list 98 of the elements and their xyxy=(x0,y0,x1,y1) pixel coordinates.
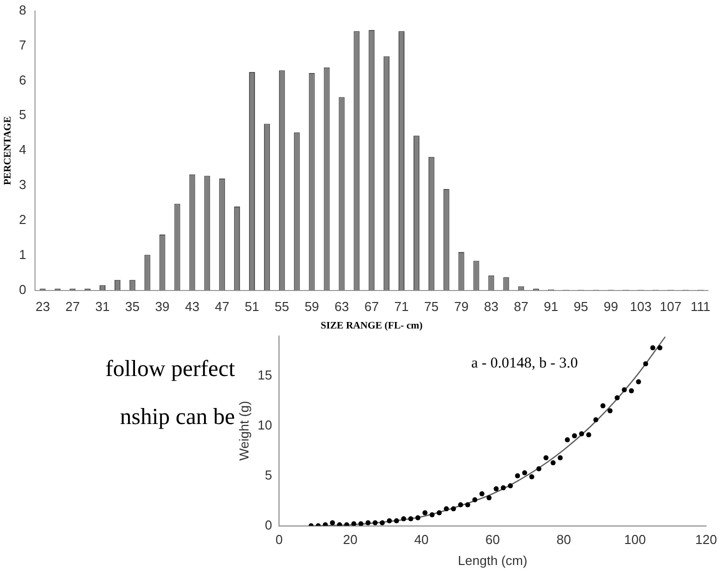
point xyxy=(401,516,406,522)
point xyxy=(351,521,356,526)
y-tick-label: 0 xyxy=(264,517,272,532)
point xyxy=(593,417,598,422)
y-axis-title: PERCENTAGE xyxy=(2,116,14,185)
x-tick-label: 27 xyxy=(65,298,80,314)
x-axis-title: Length (cm) xyxy=(458,552,528,568)
text: nship can be xyxy=(119,403,235,431)
point xyxy=(636,379,642,384)
point xyxy=(465,502,470,508)
x-tick-label: 71 xyxy=(394,298,409,314)
y-tick-label: 5 xyxy=(18,107,26,122)
point xyxy=(386,518,392,524)
point xyxy=(472,497,478,502)
y-tick-label: 5 xyxy=(264,467,272,482)
x-tick-label: 0 xyxy=(275,532,283,548)
y-tick-label: 7 xyxy=(18,37,26,52)
point xyxy=(650,345,656,350)
x-tick-label: 39 xyxy=(155,298,170,314)
x-tick-label: 47 xyxy=(214,298,230,314)
x-tick-label: 120 xyxy=(695,532,718,548)
x-tick-label: 31 xyxy=(95,298,110,314)
x-tick-label: 67 xyxy=(364,298,379,314)
point xyxy=(558,455,563,460)
point xyxy=(579,431,584,436)
point xyxy=(508,483,513,488)
point xyxy=(657,345,662,350)
y-tick-label: 2 xyxy=(18,212,26,228)
point xyxy=(622,387,627,392)
point xyxy=(330,520,335,526)
x-tick-label: 60 xyxy=(485,532,500,548)
point xyxy=(529,474,534,480)
y-tick-label: 3 xyxy=(18,177,26,192)
point xyxy=(550,460,556,466)
point xyxy=(444,506,449,512)
point xyxy=(366,520,371,526)
y-tick-label: 6 xyxy=(18,72,26,88)
text: follow perfect xyxy=(104,355,235,383)
point xyxy=(536,466,542,472)
point xyxy=(358,521,364,526)
y-axis-title: Weight (g) xyxy=(236,400,252,461)
point xyxy=(600,403,606,408)
x-tick-label: 40 xyxy=(414,532,429,548)
y-tick-label: 15 xyxy=(258,367,272,382)
point xyxy=(380,520,385,526)
point xyxy=(422,510,428,516)
x-tick-label: 43 xyxy=(184,298,200,314)
x-tick-label: 99 xyxy=(604,298,618,314)
point xyxy=(643,361,648,366)
x-tick-label: 51 xyxy=(244,298,260,314)
point xyxy=(486,495,492,500)
x-tick-label: 107 xyxy=(660,298,682,314)
y-tick-label: 10 xyxy=(258,417,272,432)
x-tick-label: 23 xyxy=(35,298,50,314)
point xyxy=(322,522,328,526)
y-tick-label: 1 xyxy=(18,247,26,262)
y-tick-label: 8 xyxy=(18,2,26,18)
x-tick-label: 80 xyxy=(556,532,572,548)
x-tick-label: 35 xyxy=(125,298,140,314)
annotation: a - 0.0148, b - 3.0 xyxy=(471,356,578,372)
x-tick-label: 83 xyxy=(484,298,498,314)
y-tick-label: 4 xyxy=(18,142,26,158)
x-tick-label: 55 xyxy=(274,298,290,314)
x-tick-label: 75 xyxy=(424,298,439,314)
point xyxy=(564,437,570,442)
point xyxy=(337,522,342,526)
x-tick-label: 111 xyxy=(690,298,710,314)
point xyxy=(628,388,634,394)
x-tick-label: 63 xyxy=(334,298,349,314)
x-tick-label: 59 xyxy=(304,298,320,314)
x-tick-label: 91 xyxy=(544,298,558,314)
point xyxy=(458,502,464,508)
point xyxy=(515,473,520,478)
point xyxy=(344,522,350,526)
point xyxy=(450,506,456,512)
point xyxy=(415,515,420,520)
x-tick-label: 79 xyxy=(454,298,469,314)
point xyxy=(586,432,592,438)
point xyxy=(430,512,435,518)
point xyxy=(608,408,613,414)
point xyxy=(543,455,548,460)
x-tick-label: 95 xyxy=(574,298,588,314)
x-axis-title: SIZE RANGE (FL- cm) xyxy=(320,320,423,332)
point xyxy=(372,520,378,526)
point xyxy=(500,485,506,490)
x-tick-label: 20 xyxy=(343,532,358,548)
point xyxy=(479,491,484,496)
x-tick-label: 100 xyxy=(624,532,646,548)
y-tick-label: 0 xyxy=(18,282,26,297)
point xyxy=(394,518,400,524)
point xyxy=(572,433,577,438)
point xyxy=(436,510,442,516)
x-tick-label: 103 xyxy=(630,298,652,314)
point xyxy=(494,486,499,492)
x-tick-label: 87 xyxy=(514,298,528,314)
point xyxy=(408,516,414,522)
point xyxy=(614,395,620,400)
point xyxy=(522,470,528,476)
